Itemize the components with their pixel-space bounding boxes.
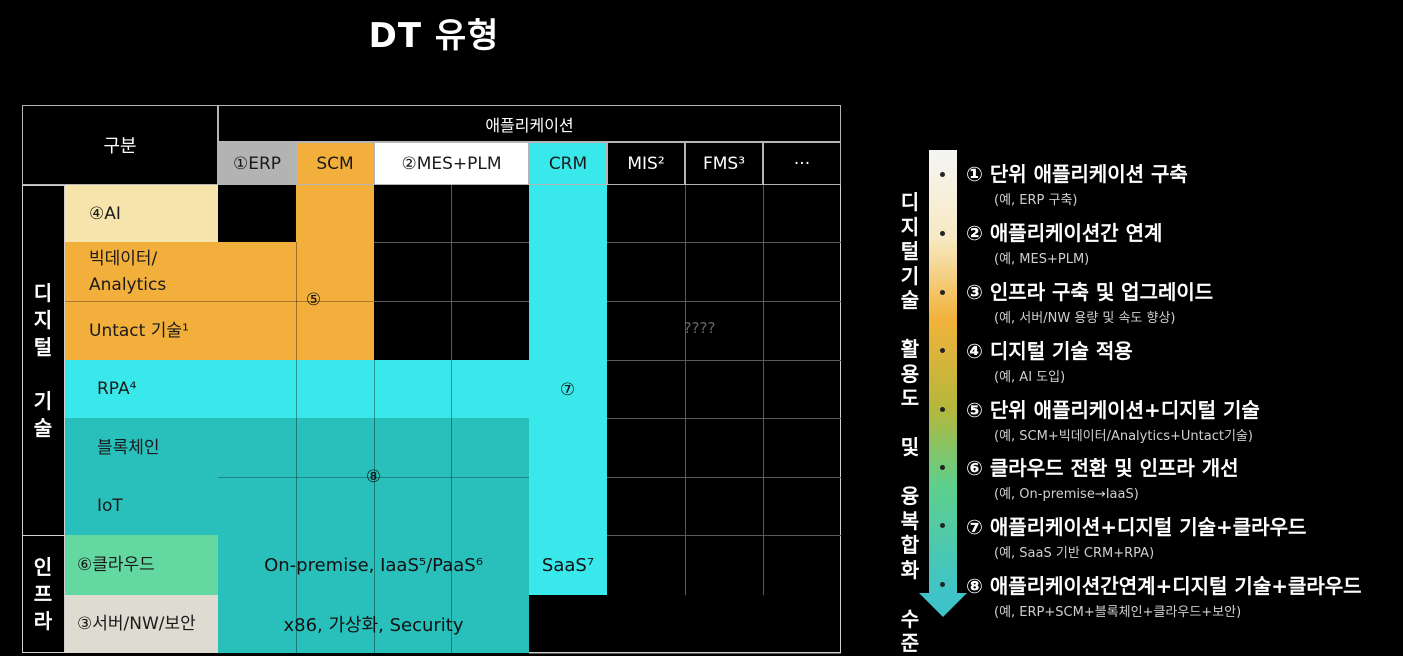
infra-label: 인 프 라 bbox=[33, 555, 53, 633]
legend-sub: (예, ERP+SCM+블록체인+클라우드+보안) bbox=[994, 605, 1242, 620]
legend-sub: (예, ERP 구축) bbox=[994, 193, 1078, 208]
legend-sub: (예, AI 도입) bbox=[994, 370, 1066, 385]
legend-item-5: ⑤ 단위 애플리케이션+디지털 기술 (예, SCM+빅데이터/Analytic… bbox=[966, 394, 1403, 444]
digital-tech-category: 디 지 털 기 술 bbox=[22, 185, 65, 535]
onprem-cell bbox=[218, 535, 529, 595]
unknown-marker: ???? bbox=[683, 319, 716, 337]
legend-item-2: ② 애플리케이션간 연계 (예, MES+PLM) bbox=[966, 217, 1403, 267]
app-header-more: ··· bbox=[763, 142, 841, 185]
row-label-rpa: RPA⁴ bbox=[97, 379, 137, 399]
legend-item-4: ④ 디지털 기술 적용 (예, AI 도입) bbox=[966, 335, 1403, 385]
legend-sub: (예, SaaS 기반 CRM+RPA) bbox=[994, 546, 1155, 561]
row-label-iot: IoT bbox=[97, 496, 123, 516]
app-header-mes-plm: ②MES+PLM bbox=[374, 142, 529, 185]
cloud-label-cell bbox=[65, 535, 218, 595]
region-5 bbox=[65, 242, 374, 360]
legend-item-7: ⑦ 애플리케이션+디지털 기술+클라우드 (예, SaaS 기반 CRM+RPA… bbox=[966, 511, 1403, 561]
legend-item-1: ① 단위 애플리케이션 구축 (예, ERP 구축) bbox=[966, 158, 1403, 208]
arrow-label: 디 지 털 기 술 활 용 도 및 융 복 합 화 수 준 bbox=[900, 190, 920, 655]
legend-item-8: ⑧ 애플리케이션간연계+디지털 기술+클라우드 (예, ERP+SCM+블록체인… bbox=[966, 570, 1403, 620]
marker-8: ⑧ bbox=[365, 467, 382, 487]
row-label-untact: Untact 기술¹ bbox=[89, 320, 189, 341]
legend-sub: (예, On-premise→IaaS) bbox=[994, 487, 1139, 502]
saas-text: SaaS⁷ bbox=[541, 554, 595, 576]
app-header-mis: MIS² bbox=[607, 142, 685, 185]
infra-category: 인 프 라 bbox=[22, 535, 65, 653]
row-label-bigdata: 빅데이터/ Analytics bbox=[89, 248, 167, 295]
legend-main: ④ 디지털 기술 적용 bbox=[966, 339, 1133, 363]
app-header-erp: ①ERP bbox=[218, 142, 296, 185]
legend-item-3: ③ 인프라 구축 및 업그레이드 (예, 서버/NW 용량 및 속도 향상) bbox=[966, 276, 1403, 326]
level-arrow-shaft bbox=[929, 150, 957, 595]
row-label-blockchain: 블록체인 bbox=[97, 437, 160, 458]
onprem-text: On-premise, IaaS⁵/PaaS⁶ bbox=[264, 554, 483, 576]
legend-item-6: ⑥ 클라우드 전환 및 인프라 개선 (예, On-premise→IaaS) bbox=[966, 452, 1403, 502]
legend-main: ⑤ 단위 애플리케이션+디지털 기술 bbox=[966, 398, 1260, 422]
app-header-scm: SCM bbox=[296, 142, 374, 185]
legend-main: ① 단위 애플리케이션 구축 bbox=[966, 162, 1188, 186]
ai-row-cell bbox=[65, 185, 218, 242]
row-label-server: ③서버/NW/보안 bbox=[77, 614, 196, 634]
row-label-ai: ④AI bbox=[89, 203, 121, 224]
dt-type-matrix: 구분 애플리케이션 ①ERP SCM ②MES+PLM CRM MIS² FMS… bbox=[22, 105, 841, 654]
marker-5: ⑤ bbox=[305, 290, 322, 310]
gubun-header: 구분 bbox=[22, 105, 218, 185]
legend-main: ③ 인프라 구축 및 업그레이드 bbox=[966, 280, 1214, 304]
marker-7: ⑦ bbox=[559, 380, 576, 400]
legend-sub: (예, 서버/NW 용량 및 속도 향상) bbox=[994, 311, 1176, 326]
legend-main: ⑧ 애플리케이션간연계+디지털 기술+클라우드 bbox=[966, 574, 1362, 598]
region-8 bbox=[65, 418, 529, 535]
legend-main: ⑥ 클라우드 전환 및 인프라 개선 bbox=[966, 456, 1239, 480]
legend-sub: (예, SCM+빅데이터/Analytics+Untact기술) bbox=[994, 429, 1253, 444]
server-label-cell bbox=[65, 595, 218, 653]
x86-text: x86, 가상화, Security bbox=[283, 615, 464, 636]
scm-ai-cell bbox=[296, 185, 374, 242]
x86-cell bbox=[218, 595, 529, 653]
legend-main: ② 애플리케이션간 연계 bbox=[966, 221, 1163, 245]
page-title: DT 유형 bbox=[368, 16, 500, 56]
legend-main: ⑦ 애플리케이션+디지털 기술+클라우드 bbox=[966, 515, 1307, 539]
application-group-header: 애플리케이션 bbox=[218, 105, 841, 142]
row-label-cloud: ⑥클라우드 bbox=[77, 555, 155, 575]
legend-sub: (예, MES+PLM) bbox=[994, 252, 1090, 267]
rpa-row bbox=[65, 360, 607, 418]
app-header-crm: CRM bbox=[529, 142, 607, 185]
level-arrow-head bbox=[919, 593, 967, 617]
digital-tech-label: 디 지 털 기 술 bbox=[33, 280, 53, 440]
app-header-fms: FMS³ bbox=[685, 142, 763, 185]
